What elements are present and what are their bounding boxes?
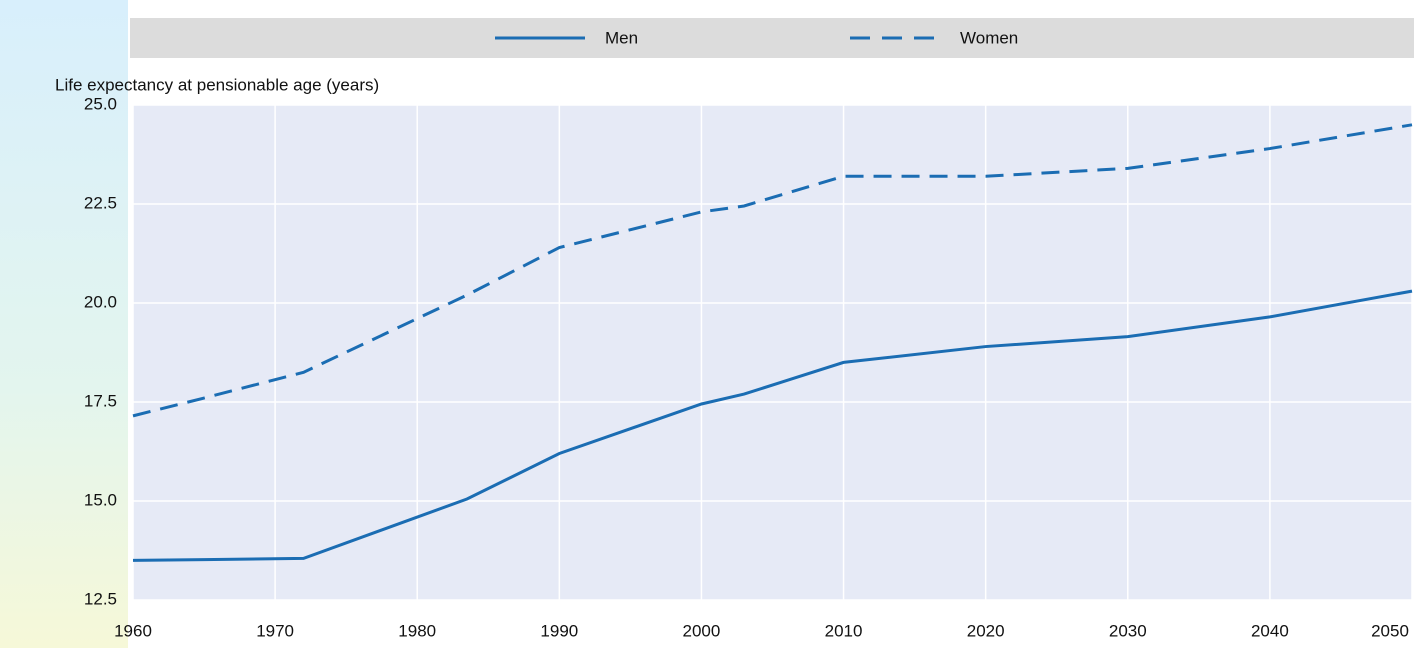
side-strip — [0, 0, 128, 648]
x-tick-label: 2040 — [1251, 621, 1289, 640]
x-tick-label: 2000 — [683, 621, 721, 640]
y-tick-label: 15.0 — [84, 490, 117, 509]
x-tick-label: 1990 — [540, 621, 578, 640]
x-tick-label: 2010 — [825, 621, 863, 640]
x-tick-label: 1980 — [398, 621, 436, 640]
legend-band — [130, 18, 1414, 58]
x-tick-label: 2020 — [967, 621, 1005, 640]
y-tick-label: 17.5 — [84, 391, 117, 410]
x-tick-label: 1970 — [256, 621, 294, 640]
y-axis-title: Life expectancy at pensionable age (year… — [55, 75, 379, 94]
y-tick-label: 20.0 — [84, 292, 117, 311]
y-tick-label: 12.5 — [84, 589, 117, 608]
x-tick-label: 1960 — [114, 621, 152, 640]
plot-area — [133, 105, 1412, 600]
legend-label: Women — [960, 28, 1018, 47]
series-line — [132, 123, 1413, 418]
y-tick-label: 22.5 — [84, 193, 117, 212]
series-line — [132, 289, 1413, 562]
x-tick-label: 2050 — [1371, 621, 1409, 640]
legend-label: Men — [605, 28, 638, 47]
y-tick-label: 25.0 — [84, 94, 117, 113]
x-tick-label: 2030 — [1109, 621, 1147, 640]
